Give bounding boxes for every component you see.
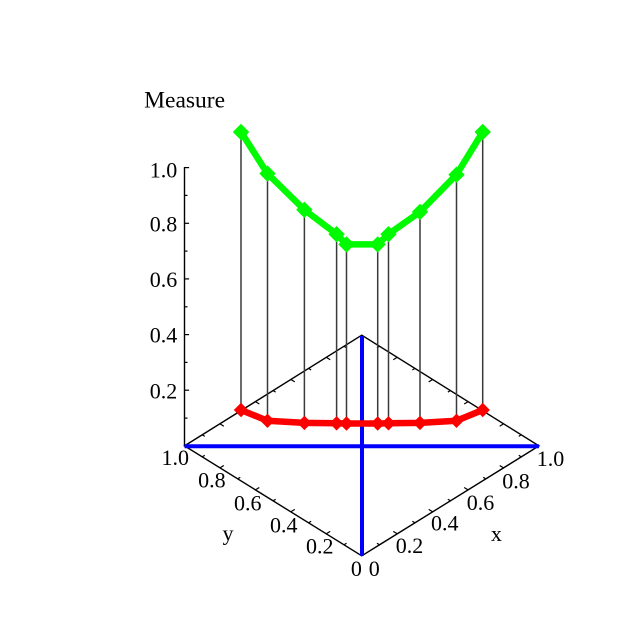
svg-text:0.2: 0.2 <box>150 378 178 403</box>
svg-text:0.4: 0.4 <box>431 511 459 536</box>
svg-text:1.0: 1.0 <box>161 445 189 470</box>
svg-text:x: x <box>491 521 502 546</box>
svg-text:y: y <box>223 521 234 546</box>
svg-text:0.4: 0.4 <box>150 323 178 348</box>
svg-text:0.8: 0.8 <box>502 469 530 494</box>
svg-text:0.8: 0.8 <box>198 468 226 493</box>
svg-text:1.0: 1.0 <box>150 157 178 182</box>
svg-text:Measure: Measure <box>144 88 225 114</box>
svg-text:0: 0 <box>369 556 380 581</box>
svg-text:0.2: 0.2 <box>306 533 334 558</box>
svg-text:0.8: 0.8 <box>150 211 178 236</box>
svg-text:0.6: 0.6 <box>150 267 178 292</box>
svg-text:0.4: 0.4 <box>270 513 298 538</box>
svg-text:0.6: 0.6 <box>467 490 495 515</box>
svg-text:1.0: 1.0 <box>537 446 565 471</box>
svg-text:0.6: 0.6 <box>234 490 262 515</box>
svg-text:0: 0 <box>351 556 362 581</box>
svg-text:0.2: 0.2 <box>396 533 424 558</box>
